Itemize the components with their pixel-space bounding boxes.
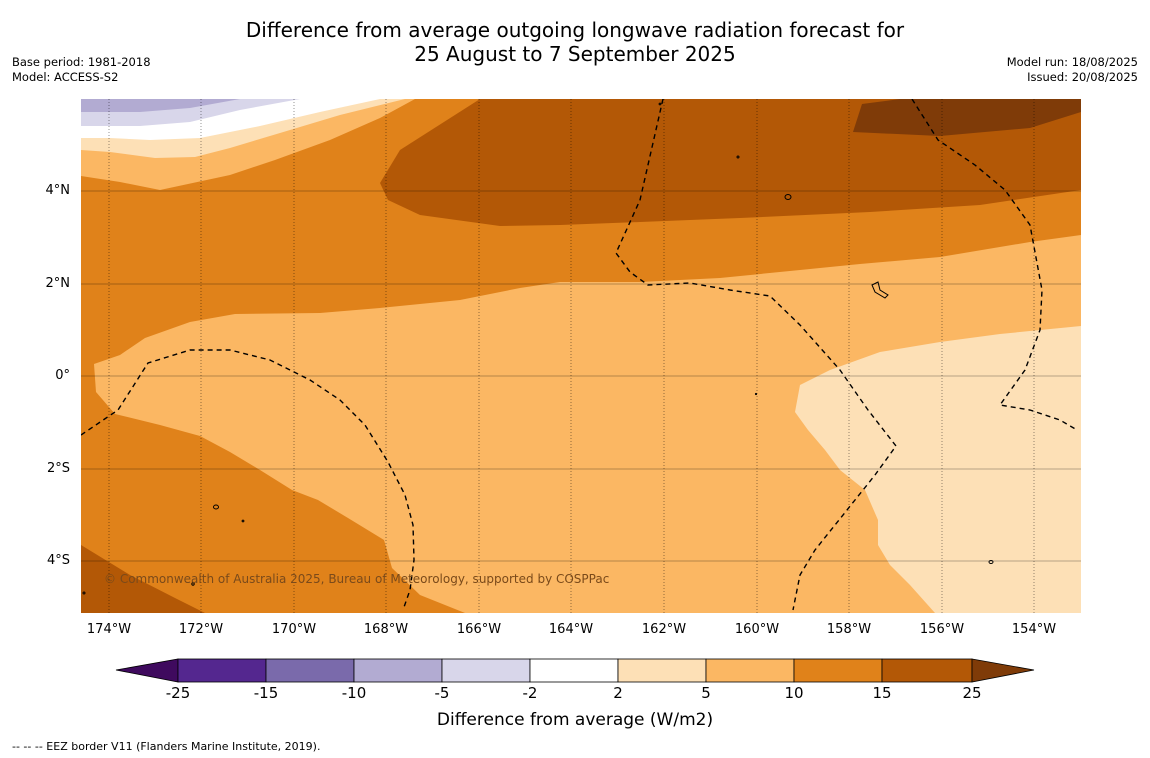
lat-label-0: 0° (55, 368, 70, 383)
colorbar-tick-neg5: -5 (434, 684, 450, 702)
colorbar (115, 658, 1035, 683)
lon-label-158w: 158°W (826, 622, 872, 637)
colorbar-tick-neg15: -15 (253, 684, 279, 702)
eez-borders (81, 99, 1078, 611)
eez-footnote: -- -- -- EEZ border V11 (Flanders Marine… (12, 740, 321, 753)
model-name: Model: ACCESS-S2 (12, 70, 119, 84)
colorbar-tick-neg10: -10 (341, 684, 367, 702)
lat-label-4s: 4°S (46, 553, 70, 568)
model-run: Model run: 18/08/2025 (1006, 55, 1138, 69)
lat-label-2s: 2°S (46, 461, 70, 476)
title-line-1: Difference from average outgoing longwav… (245, 18, 905, 42)
lon-label-168w: 168°W (363, 622, 409, 637)
lon-label-156w: 156°W (919, 622, 965, 637)
colorbar-tick-10: 10 (784, 684, 804, 702)
lon-label-172w: 172°W (178, 622, 224, 637)
lon-label-170w: 170°W (271, 622, 317, 637)
colorbar-title: Difference from average (W/m2) (436, 710, 714, 730)
lon-label-162w: 162°W (641, 622, 687, 637)
meta-right: Model run: 18/08/2025 Issued: 20/08/2025 (1007, 55, 1138, 85)
colorbar-tick-25: 25 (962, 684, 982, 702)
colorbar-tick-15: 15 (872, 684, 892, 702)
fill-15-25-southwest (81, 545, 205, 613)
colorbar-tick-neg25: -25 (165, 684, 191, 702)
fill-neg5-neg10 (81, 99, 240, 112)
lon-label-174w: 174°W (86, 622, 132, 637)
lon-label-160w: 160°W (734, 622, 780, 637)
issued-date: Issued: 20/08/2025 (1027, 70, 1138, 84)
lat-label-2n: 2°N (45, 276, 71, 291)
contour-fills (81, 99, 1081, 613)
fill-25-plus (853, 99, 1081, 136)
colorbar-tick-neg2: -2 (522, 684, 538, 702)
colorbar-tick-2: 2 (613, 684, 623, 702)
lon-label-166w: 166°W (456, 622, 502, 637)
islands (82, 102, 994, 595)
title-line-2: 25 August to 7 September 2025 (414, 42, 736, 66)
graticule (81, 190, 1081, 562)
meta-left: Base period: 1981-2018 Model: ACCESS-S2 (12, 55, 151, 85)
copyright-text: © Commonwealth of Australia 2025, Bureau… (104, 572, 610, 586)
fill-2-5-east (795, 326, 1081, 613)
colorbar-tick-5: 5 (701, 684, 711, 702)
lat-label-4n: 4°N (45, 183, 71, 198)
fill-5-10-central (94, 235, 1081, 613)
map-title: Difference from average outgoing longwav… (0, 18, 1150, 66)
lon-label-154w: 154°W (1011, 622, 1057, 637)
base-period: Base period: 1981-2018 (12, 55, 151, 69)
lon-label-164w: 164°W (548, 622, 594, 637)
